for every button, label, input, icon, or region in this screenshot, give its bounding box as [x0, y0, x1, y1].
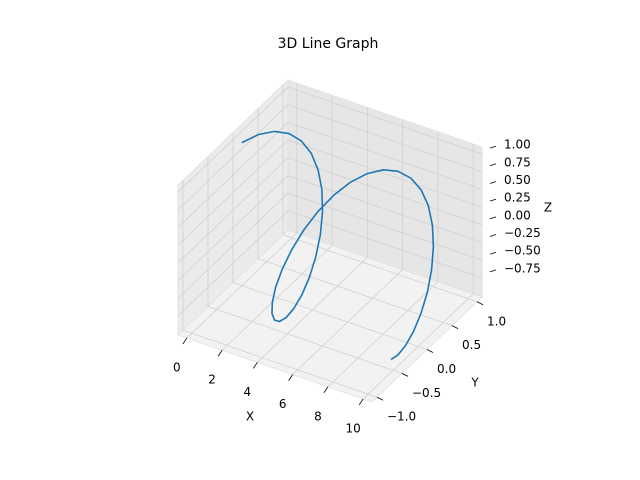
grid-line	[177, 139, 289, 246]
z-tick	[489, 145, 497, 149]
grid-line	[182, 329, 378, 398]
grid-line	[207, 305, 403, 374]
x-tick-label: 2	[208, 373, 216, 387]
x-tick-label: 10	[346, 421, 361, 435]
z-tick	[489, 163, 497, 167]
y-tick-label: 1.0	[487, 314, 506, 328]
z-tick	[489, 198, 497, 202]
z-tick-label: −0.25	[504, 226, 541, 240]
grid-line	[287, 175, 483, 243]
y-tick	[376, 396, 384, 401]
x-tick	[253, 362, 258, 369]
x-tick-label: 4	[244, 385, 252, 399]
z-tick-label: −0.75	[504, 261, 541, 275]
z-tick-label: 0.50	[504, 173, 531, 187]
grid-line	[287, 192, 483, 261]
z-tick-label: 0.00	[504, 208, 531, 222]
x-tick-label: 0	[173, 361, 181, 375]
grid-line	[287, 122, 483, 190]
grid-line	[177, 86, 289, 193]
x-tick	[182, 337, 188, 345]
grid-line	[177, 210, 289, 317]
z-tick	[489, 234, 497, 237]
x-tick-label: 6	[279, 397, 287, 411]
grid-line	[287, 139, 483, 208]
y-tick-label: −0.5	[412, 386, 441, 400]
grid-line	[287, 210, 483, 279]
grid-line	[177, 122, 289, 228]
x-tick	[358, 398, 364, 406]
z-tick-label: 0.75	[504, 155, 531, 169]
grid-line	[287, 86, 483, 155]
x-tick	[217, 350, 223, 357]
grid-line	[287, 104, 483, 173]
z-tick-label: −0.50	[504, 244, 541, 258]
z-tick	[489, 216, 497, 220]
y-tick	[451, 325, 459, 329]
chart-title: 3D Line Graph	[278, 36, 379, 52]
z-tick-label: 1.00	[504, 138, 531, 152]
y-tick-label: −1.0	[387, 410, 416, 424]
y-tick-label: 0.0	[437, 362, 456, 376]
x-tick-label: 8	[314, 409, 322, 423]
z-tick	[489, 251, 497, 255]
y-tick	[476, 301, 484, 306]
grid-line	[177, 104, 289, 211]
x-axis-label: X	[246, 410, 254, 424]
z-axis-label: Z	[544, 201, 552, 215]
line	[241, 130, 435, 361]
grid-line	[177, 157, 289, 264]
grid-line	[177, 192, 289, 299]
x-tick	[288, 374, 293, 381]
z-tick-label: 0.25	[504, 191, 531, 205]
grid-line	[287, 157, 483, 226]
x-tick	[323, 386, 329, 393]
grid-line	[282, 234, 478, 303]
y-tick	[426, 349, 434, 353]
y-tick	[401, 373, 409, 377]
grid-line	[177, 175, 289, 281]
z-tick	[489, 269, 497, 273]
z-tick	[489, 181, 497, 184]
y-axis-label: Y	[470, 376, 479, 390]
y-tick-label: 0.5	[462, 338, 481, 352]
grid-line	[232, 282, 428, 350]
